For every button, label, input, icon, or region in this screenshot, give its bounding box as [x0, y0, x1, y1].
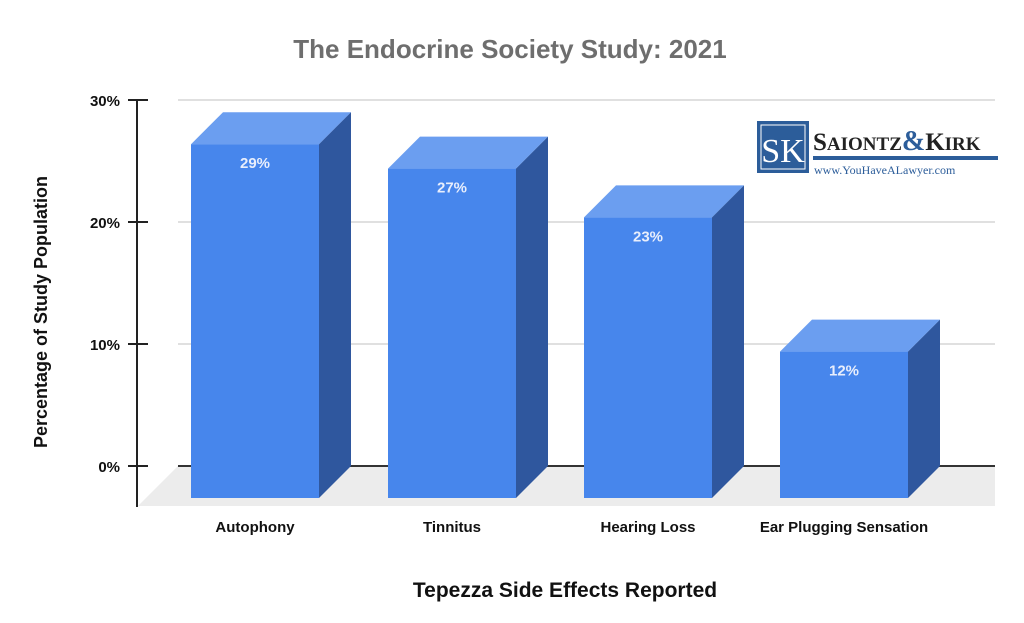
data-label: 27% — [437, 180, 467, 197]
bar — [584, 217, 712, 498]
data-label: 23% — [633, 228, 663, 245]
x-tick-label: Ear Plugging Sensation — [760, 519, 928, 536]
bar-side — [319, 112, 351, 498]
x-axis-title: Tepezza Side Effects Reported — [413, 579, 717, 602]
bar — [780, 351, 908, 498]
bar-top — [388, 136, 548, 169]
logo-monogram: SK — [761, 133, 805, 170]
logo-url: www.YouHaveALawyer.com — [814, 163, 956, 177]
bar — [191, 144, 319, 498]
bar-side — [516, 136, 548, 498]
x-tick-label: Autophony — [215, 519, 295, 536]
bar-top — [191, 112, 351, 145]
data-label: 12% — [829, 363, 859, 380]
bar-side — [712, 185, 744, 498]
chart-title: The Endocrine Society Study: 2021 — [293, 34, 726, 64]
bar-top — [584, 185, 744, 218]
bar-top — [780, 319, 940, 352]
x-tick-label: Hearing Loss — [600, 519, 695, 536]
x-tick-label: Tinnitus — [423, 519, 481, 536]
logo: SK SAIONTZ&KIRK www.YouHaveALawyer.com — [757, 121, 998, 177]
y-tick-label: 0% — [98, 459, 120, 476]
y-tick-label: 30% — [90, 93, 120, 110]
logo-name: SAIONTZ&KIRK — [813, 126, 981, 157]
bar — [388, 168, 516, 498]
bar-side — [908, 319, 940, 498]
data-label: 29% — [240, 155, 270, 172]
y-axis-title: Percentage of Study Population — [31, 176, 51, 448]
y-tick-label: 10% — [90, 337, 120, 354]
y-tick-label: 20% — [90, 215, 120, 232]
